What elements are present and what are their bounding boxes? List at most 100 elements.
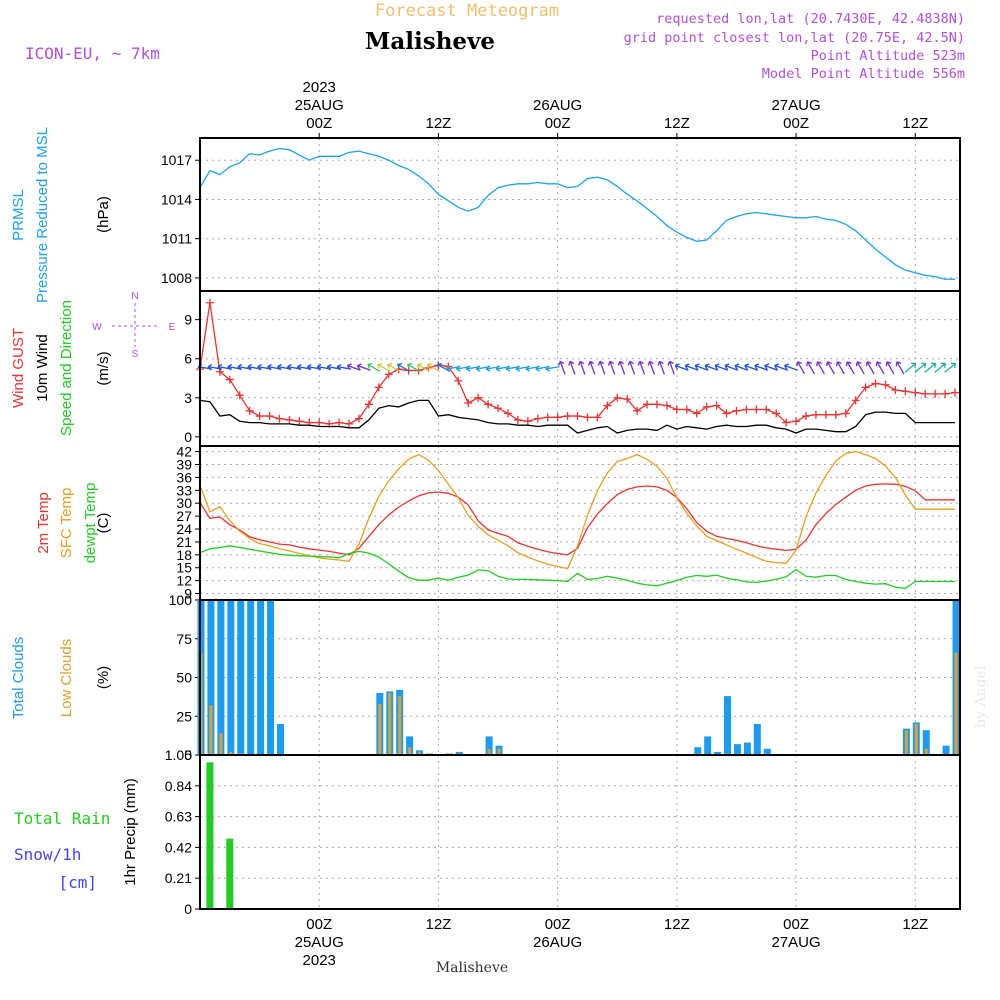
data-point [374, 383, 383, 392]
series-line [199, 399, 955, 434]
time-label: 00Z [783, 916, 809, 933]
wind-arrow-icon [744, 363, 759, 371]
data-point [752, 405, 761, 414]
y-tick-label: 75 [176, 631, 192, 647]
wind-arrow-icon [667, 360, 675, 375]
y-tick-label: 21 [176, 534, 192, 550]
gridpoint-coords: grid point closest lon,lat (20.75E, 42.5… [624, 30, 965, 46]
bar [714, 751, 722, 755]
wind-arrow-icon [783, 363, 798, 371]
compass-s: S [132, 349, 139, 360]
data-point [692, 409, 701, 418]
y-tick-label: 36 [176, 469, 192, 485]
series-line [199, 450, 955, 570]
point-altitude: Point Altitude 523m [811, 48, 965, 64]
y-axis-label: (%) [95, 666, 112, 689]
data-point [235, 391, 244, 400]
bar [724, 696, 732, 755]
y-tick-label: 12 [176, 573, 192, 589]
y-tick-label: 27 [176, 508, 192, 524]
bar [209, 705, 213, 755]
bar [485, 736, 493, 755]
model-label: ICON-EU, ~ 7km [25, 44, 160, 63]
bar [922, 730, 930, 755]
data-point [861, 383, 870, 392]
data-point [662, 401, 671, 410]
y-axis-label: (m/s) [95, 351, 112, 385]
wind-arrow-icon [826, 361, 835, 375]
time-label: 27AUG [771, 97, 820, 114]
side-label: dewpt Temp [82, 483, 99, 564]
time-label: 12Z [426, 115, 452, 132]
compass-rose: N W E S [92, 291, 175, 360]
bar [924, 748, 928, 755]
bar [227, 600, 235, 755]
data-point [881, 380, 890, 389]
y-tick-label: 33 [176, 482, 192, 498]
data-point [742, 405, 751, 414]
data-point [712, 401, 721, 410]
data-point [821, 410, 830, 419]
y-tick-label: 6 [184, 351, 192, 367]
wind-arrow-icon [387, 363, 401, 372]
time-label: 12Z [902, 115, 928, 132]
bar [914, 724, 918, 755]
side-label: Total Rain [14, 809, 110, 828]
bar [219, 733, 223, 755]
time-label: 26AUG [533, 934, 582, 951]
bar [226, 838, 234, 909]
bar [753, 724, 761, 755]
wind-arrow-icon [774, 363, 788, 371]
series-line [199, 483, 955, 556]
data-point [364, 400, 373, 409]
bar [276, 724, 284, 755]
wind-arrow-icon [587, 360, 596, 375]
bar [487, 748, 491, 755]
data-point [543, 413, 552, 422]
y-tick-label: 50 [176, 670, 192, 686]
data-point [941, 389, 950, 398]
footer-location: Malisheve [436, 960, 508, 976]
time-label: 27AUG [771, 934, 820, 951]
panel-frame [199, 137, 961, 292]
wind-arrow-icon [924, 362, 937, 373]
wind-arrow-icon [627, 360, 636, 375]
credit-watermark: by Angel [973, 665, 989, 728]
wind-arrow-icon [904, 362, 917, 373]
y-tick-label: 0.42 [165, 839, 192, 855]
wind-arrow-icon [367, 363, 381, 372]
compass-w: W [92, 322, 102, 333]
data-point [583, 413, 592, 422]
wind-arrow-icon [545, 365, 560, 372]
time-label: 2023 [303, 952, 336, 969]
bar [904, 730, 908, 755]
wind-arrow-icon [914, 362, 927, 373]
wind-arrow-icon [558, 360, 566, 375]
time-label: 00Z [545, 916, 571, 933]
bar [694, 747, 702, 755]
y-tick-label: 100 [169, 592, 193, 608]
y-tick-label: 1.05 [165, 747, 192, 763]
time-label: 00Z [306, 916, 332, 933]
data-point [633, 406, 642, 415]
data-point [563, 412, 572, 421]
data-point [295, 417, 304, 426]
y-tick-label: 1014 [161, 191, 192, 207]
data-point [484, 400, 493, 409]
panel-frame [199, 445, 961, 601]
time-label: 12Z [426, 916, 452, 933]
bar [942, 745, 950, 755]
series-line [199, 147, 955, 280]
side-label: PRMSL [10, 189, 27, 241]
wind-arrow-icon [865, 361, 875, 375]
bar [497, 748, 501, 755]
time-label: 2023 [303, 79, 336, 96]
wind-arrow-icon [806, 361, 816, 375]
compass-n: N [131, 291, 138, 302]
y-axis-label: (C) [95, 513, 112, 534]
data-point [792, 417, 801, 426]
bar [763, 748, 771, 755]
side-label: SFC Temp [58, 488, 75, 559]
data-point [474, 393, 483, 402]
